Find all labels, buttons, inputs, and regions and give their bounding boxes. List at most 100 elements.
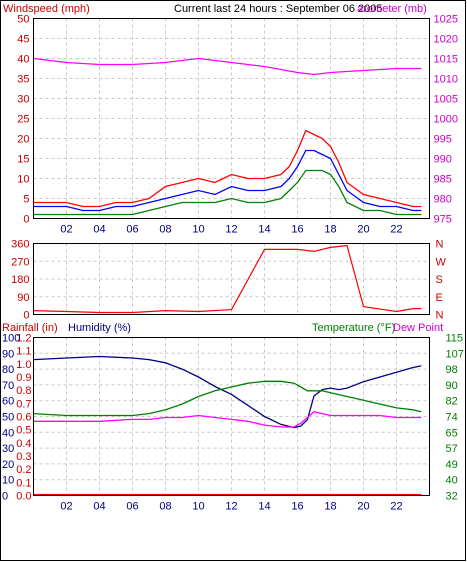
- windspeed-tick-label: 30: [17, 94, 29, 106]
- rainfall-tick-label: 0.3: [16, 451, 31, 463]
- x-tick-label: 22: [390, 224, 402, 236]
- humidity-axis-label: Humidity (%): [68, 322, 131, 334]
- barometer-tick-label: 980: [434, 194, 452, 206]
- rainfall-tick-label: 0.6: [16, 412, 31, 424]
- x-tick-label: 06: [126, 501, 138, 513]
- rainfall-tick-label: 0.2: [16, 464, 31, 476]
- compass-tick-label: E: [436, 292, 443, 304]
- x-tick-label: 12: [225, 501, 237, 513]
- x-tick-label: 18: [324, 224, 336, 236]
- rainfall-tick-label: 0.0: [16, 491, 31, 503]
- windspeed-tick-label: 0: [23, 214, 29, 226]
- rainfall-tick-label: 0.7: [16, 398, 31, 410]
- x-tick-label: 20: [357, 501, 369, 513]
- direction-tick-label: 270: [11, 256, 29, 268]
- temperature-tick-label: 40: [446, 475, 458, 487]
- rainfall-tick-label: 1.0: [16, 359, 31, 371]
- humidity-tick-label: 50: [2, 412, 14, 424]
- windspeed-tick-label: 10: [17, 174, 29, 186]
- temperature-tick-label: 49: [446, 459, 458, 471]
- x-tick-label: 22: [390, 501, 402, 513]
- humidity-tick-label: 0: [2, 491, 8, 503]
- wind-direction-line: [33, 244, 422, 314]
- barometer-tick-label: 985: [434, 174, 452, 186]
- barometer-tick-label: 975: [434, 214, 452, 226]
- x-tick-label: 08: [159, 501, 171, 513]
- x-tick-label: 10: [192, 501, 204, 513]
- panel3-humidity-axis: 0 10 20 30 40 50 60 70 80 90 100: [2, 333, 20, 503]
- compass-tick-label: N: [436, 310, 444, 322]
- panel1-left-axis: 0 5 10 15 20 25 30 35 40 45 50: [17, 14, 29, 226]
- x-tick-label: 14: [258, 501, 270, 513]
- temperature-tick-label: 65: [446, 427, 458, 439]
- x-tick-label: 18: [324, 501, 336, 513]
- panel1-right-axis: 975 980 985 990 995 1000 1005 1010 1015 1020 1025: [434, 14, 458, 226]
- panel1-grid: [33, 18, 430, 219]
- panel1-series: [33, 57, 422, 216]
- panel2-series: [33, 244, 422, 314]
- dewpoint-axis-label: Dew Point: [393, 322, 443, 334]
- x-tick-label: 02: [60, 224, 72, 236]
- compass-tick-label: N: [436, 239, 444, 251]
- barometer-tick-label: 990: [434, 154, 452, 166]
- barometer-tick-label: 1000: [434, 114, 458, 126]
- windspeed-tick-label: 50: [17, 14, 29, 26]
- panel3-series-line: [33, 380, 422, 417]
- x-tick-label: 20: [357, 224, 369, 236]
- temperature-axis-label: Temperature (°F): [312, 322, 395, 334]
- temperature-tick-label: 107: [446, 348, 464, 360]
- temperature-tick-label: 57: [446, 443, 458, 455]
- humidity-tick-label: 100: [2, 333, 20, 345]
- panel2-grid: [33, 243, 430, 315]
- panel3-series-line: [33, 355, 422, 429]
- temperature-tick-label: 82: [446, 396, 458, 408]
- chart-title: Current last 24 hours : September 06 200…: [174, 3, 383, 15]
- windspeed-tick-label: 45: [17, 34, 29, 46]
- temperature-tick-label: 115: [446, 333, 464, 345]
- x-tick-label: 02: [60, 501, 72, 513]
- panel1-series-line: [33, 169, 422, 216]
- windspeed-axis-label: Windspeed (mph): [3, 3, 90, 15]
- humidity-tick-label: 80: [2, 364, 14, 376]
- x-tick-label: 10: [192, 224, 204, 236]
- x-tick-label: 08: [159, 224, 171, 236]
- humidity-tick-label: 70: [2, 380, 14, 392]
- panel1-x-axis: 02 04 06 08 10 12 14 16 18 20 22: [60, 224, 402, 236]
- rainfall-axis-label: Rainfall (in): [2, 322, 58, 334]
- temperature-tick-label: 98: [446, 364, 458, 376]
- x-tick-label: 06: [126, 224, 138, 236]
- humidity-tick-label: 20: [2, 459, 14, 471]
- rainfall-tick-label: 0.8: [16, 385, 31, 397]
- panel1-series-line: [33, 149, 422, 212]
- x-tick-label: 12: [225, 224, 237, 236]
- rainfall-tick-label: 1.2: [16, 333, 31, 345]
- rainfall-tick-label: 0.1: [16, 477, 31, 489]
- panel3-temperature-axis: 32 40 49 57 65 74 82 90 98 107 115: [446, 333, 464, 503]
- direction-tick-label: 0: [23, 310, 29, 322]
- panel1-frame: [33, 18, 430, 219]
- compass-tick-label: W: [436, 256, 447, 268]
- x-tick-label: 04: [93, 224, 105, 236]
- barometer-tick-label: 1020: [434, 34, 458, 46]
- x-tick-label: 04: [93, 501, 105, 513]
- humidity-tick-label: 30: [2, 443, 14, 455]
- humidity-tick-label: 90: [2, 348, 14, 360]
- windspeed-tick-label: 15: [17, 154, 29, 166]
- barometer-tick-label: 1010: [434, 74, 458, 86]
- temperature-tick-label: 74: [446, 412, 458, 424]
- humidity-tick-label: 40: [2, 427, 14, 439]
- rainfall-tick-label: 1.1: [16, 346, 31, 358]
- compass-tick-label: S: [436, 274, 443, 286]
- x-tick-label: 16: [291, 224, 303, 236]
- barometer-tick-label: 1015: [434, 54, 458, 66]
- panel3-series: [33, 355, 422, 496]
- rainfall-tick-label: 0.9: [16, 372, 31, 384]
- panel2-left-axis: 0 90 180 270 360: [11, 239, 29, 322]
- humidity-tick-label: 10: [2, 475, 14, 487]
- windspeed-tick-label: 20: [17, 134, 29, 146]
- windspeed-tick-label: 5: [23, 194, 29, 206]
- rainfall-tick-label: 0.5: [16, 425, 31, 437]
- humidity-tick-label: 60: [2, 396, 14, 408]
- windspeed-tick-label: 35: [17, 74, 29, 86]
